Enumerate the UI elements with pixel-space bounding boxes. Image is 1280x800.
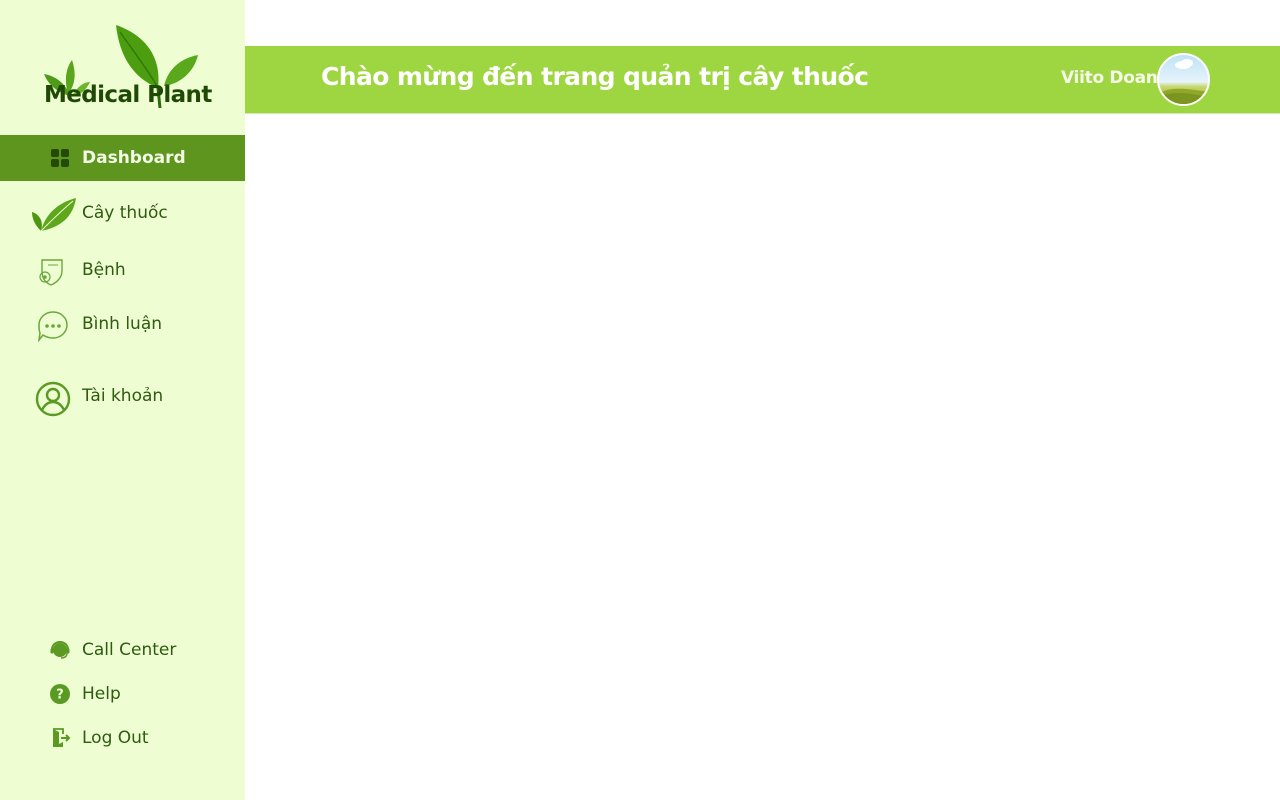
sidebar-item-help[interactable]: ? Help <box>0 671 245 717</box>
comment-bubble-icon <box>37 311 68 342</box>
user-name[interactable]: Viito Doan <box>1061 68 1158 88</box>
sidebar-item-tai-khoan[interactable]: Tài khoản <box>0 373 245 419</box>
sidebar-item-label: Dashboard <box>82 148 186 168</box>
brand-logo-text: Medical Plant <box>44 82 212 108</box>
sidebar-item-log-out[interactable]: Log Out <box>0 715 245 761</box>
sidebar-item-label: Call Center <box>82 640 177 660</box>
sidebar-item-label: Help <box>82 684 121 704</box>
sidebar-item-label: Cây thuốc <box>82 203 168 223</box>
headset-icon <box>50 640 70 659</box>
plant-logo-icon <box>44 25 198 109</box>
logout-icon <box>53 728 71 747</box>
sidebar-item-label: Log Out <box>82 728 149 748</box>
sidebar-item-binh-luan[interactable]: Bình luận <box>0 301 245 347</box>
avatar-landscape-icon <box>1159 59 1208 104</box>
sidebar-item-cay-thuoc[interactable]: Cây thuốc <box>0 190 245 236</box>
sidebar-item-benh[interactable]: Bệnh <box>0 247 245 293</box>
sidebar-item-label: Bệnh <box>82 260 126 280</box>
sidebar-item-label: Bình luận <box>82 314 163 334</box>
help-icon: ? <box>50 684 70 704</box>
leaf-icon <box>32 198 76 232</box>
sidebar-item-call-center[interactable]: Call Center <box>0 627 245 673</box>
header-divider <box>245 113 1280 114</box>
disease-shield-icon <box>39 259 63 286</box>
sidebar-item-label: Tài khoản <box>82 386 164 406</box>
sidebar-item-dashboard[interactable]: Dashboard <box>0 135 245 181</box>
sidebar: Medical Plant Dashboard Cây thuốc Bệnh <box>0 0 245 800</box>
dashboard-grid-icon <box>51 149 69 167</box>
avatar[interactable] <box>1157 53 1210 106</box>
top-header: Chào mừng đến trang quản trị cây thuốc V… <box>245 46 1280 113</box>
svg-text:?: ? <box>56 688 64 703</box>
page-title: Chào mừng đến trang quản trị cây thuốc <box>321 62 869 91</box>
user-account-icon <box>35 381 71 417</box>
